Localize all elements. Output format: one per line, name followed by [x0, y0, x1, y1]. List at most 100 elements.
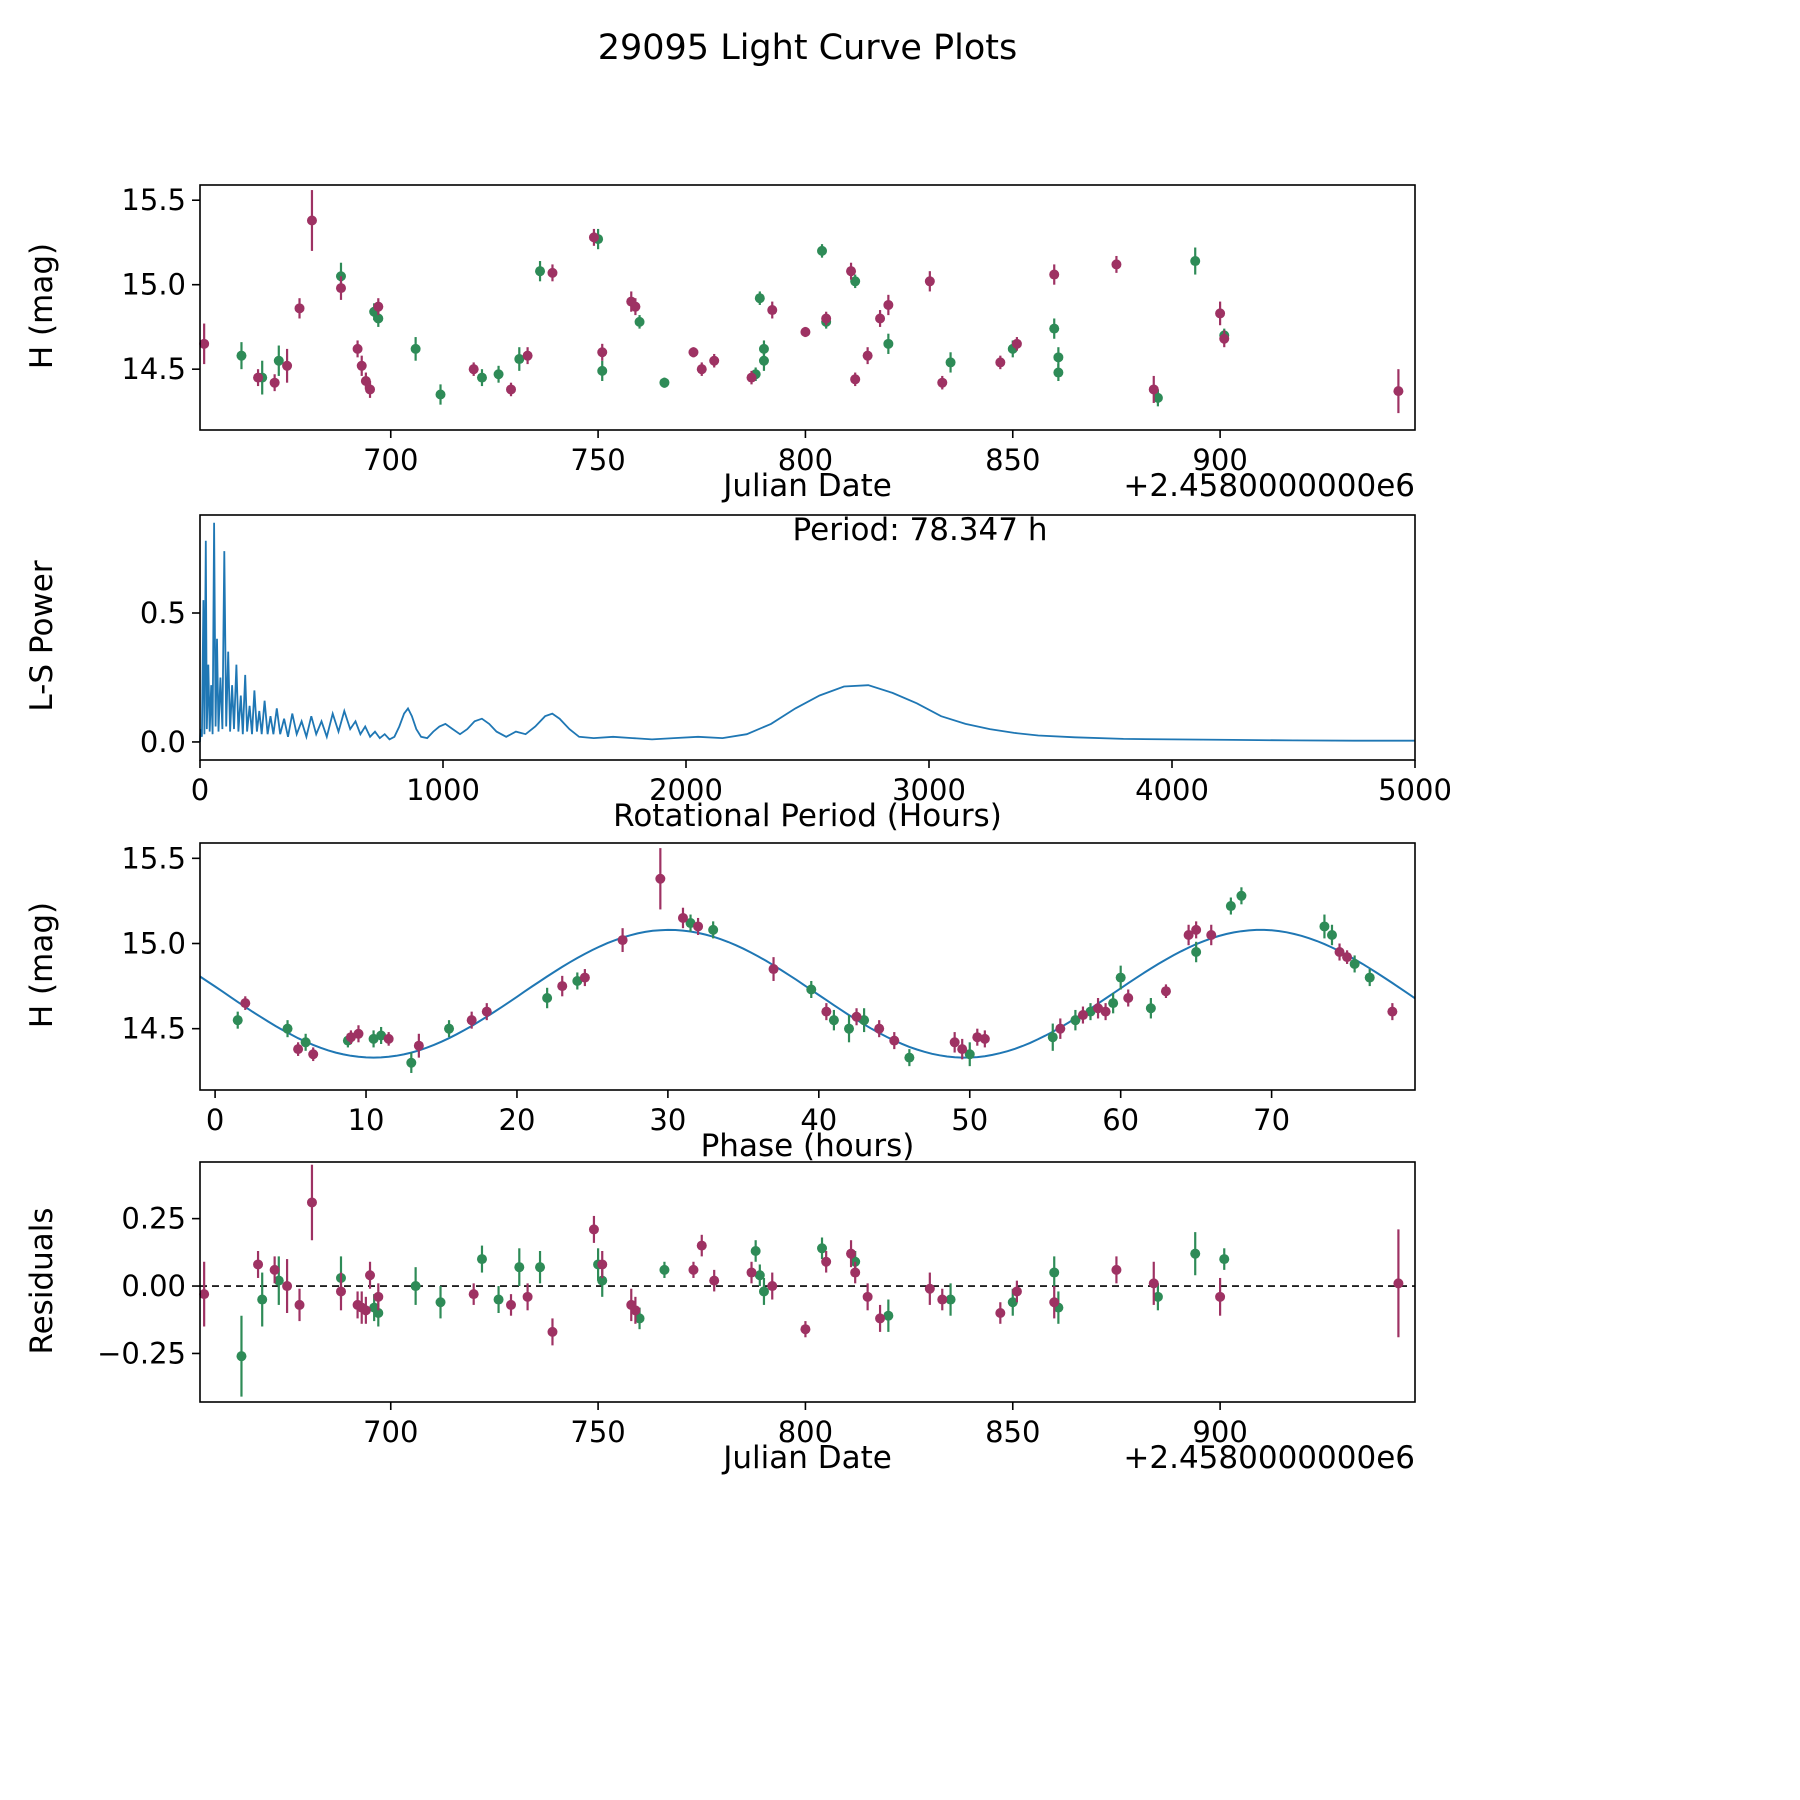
data-point	[282, 1281, 293, 1292]
periodogram-y-axis-label: L-S Power	[24, 560, 60, 712]
data-point	[883, 299, 894, 310]
data-point	[1183, 929, 1194, 940]
data-point	[353, 1028, 364, 1039]
data-point	[557, 981, 568, 992]
data-point	[468, 1289, 479, 1300]
x-tick-label: 900	[1192, 443, 1247, 477]
x-tick-label: 4000	[1135, 773, 1209, 807]
data-point	[754, 1270, 765, 1281]
data-point	[269, 377, 280, 388]
data-point	[634, 316, 645, 327]
data-point	[373, 1291, 384, 1302]
data-point	[273, 355, 284, 366]
x-tick-label: 20	[499, 1103, 536, 1137]
data-point	[1049, 1267, 1060, 1278]
data-point	[199, 338, 210, 349]
data-point	[1123, 993, 1134, 1004]
y-tick-label: 15.0	[121, 268, 186, 302]
residuals-green-series	[236, 1232, 1230, 1397]
data-point	[1148, 384, 1159, 395]
data-point	[1100, 1006, 1111, 1017]
data-point	[547, 1326, 558, 1337]
data-point	[444, 1023, 455, 1034]
data-point	[1070, 1015, 1081, 1026]
data-point	[846, 1248, 857, 1259]
data-point	[368, 1033, 379, 1044]
data-point	[1191, 947, 1202, 958]
x-tick-label: 1000	[406, 773, 480, 807]
data-point	[677, 912, 688, 923]
y-tick-label: 15.5	[121, 183, 186, 217]
data-point	[199, 1289, 210, 1300]
data-point	[767, 305, 778, 316]
x-tick-label: 50	[951, 1103, 988, 1137]
data-point	[1160, 986, 1171, 997]
data-point	[617, 935, 628, 946]
data-point	[306, 1197, 317, 1208]
y-tick-label: 0.5	[140, 596, 186, 630]
data-point	[352, 343, 363, 354]
data-point	[240, 998, 251, 1009]
data-point	[493, 369, 504, 380]
data-point	[406, 1057, 417, 1068]
data-point	[630, 301, 641, 312]
figure-title: 29095 Light Curve Plots	[597, 28, 1018, 68]
data-point	[850, 1267, 861, 1278]
data-point	[630, 1305, 641, 1316]
observations-purple-series	[199, 190, 1404, 414]
data-point	[1007, 1297, 1018, 1308]
data-point	[945, 1294, 956, 1305]
x-tick-label: 70	[1253, 1103, 1290, 1137]
data-point	[373, 1308, 384, 1319]
data-point	[373, 301, 384, 312]
y-tick-label: 14.5	[121, 352, 186, 386]
data-point	[1225, 901, 1236, 912]
data-point	[806, 984, 817, 995]
phase-x-axis-label: Phase (hours)	[700, 1128, 915, 1164]
data-point	[817, 245, 828, 256]
x-tick-label: 700	[363, 1415, 418, 1449]
residuals-plot: 700 750 800 850 900 −0.25 0.00 0.25	[97, 1161, 1416, 1449]
data-point	[746, 1267, 757, 1278]
data-point	[821, 1256, 832, 1267]
data-point	[435, 1297, 446, 1308]
data-point	[1145, 1003, 1156, 1014]
residuals-y-axis-label: Residuals	[24, 1207, 60, 1355]
data-point	[889, 1035, 900, 1046]
residuals-purple-series	[199, 1164, 1404, 1346]
data-point	[383, 1033, 394, 1044]
x-tick-label: 60	[1102, 1103, 1139, 1137]
data-point	[535, 1262, 546, 1273]
data-point	[767, 1281, 778, 1292]
data-point	[995, 1308, 1006, 1319]
y-tick-label: 15.5	[121, 841, 186, 875]
data-point	[376, 1030, 387, 1041]
data-point	[850, 374, 861, 385]
data-point	[1055, 1023, 1066, 1034]
data-point	[964, 1049, 975, 1060]
data-point	[1393, 1278, 1404, 1289]
data-point	[1236, 890, 1247, 901]
data-point	[1206, 929, 1217, 940]
data-point	[875, 313, 886, 324]
x-tick-label: 750	[570, 1415, 625, 1449]
phased-green-series	[232, 887, 1375, 1073]
data-point	[1326, 929, 1337, 940]
data-point	[957, 1044, 968, 1055]
data-point	[1047, 1032, 1058, 1043]
x-tick-label: 3000	[892, 773, 966, 807]
data-point	[360, 1305, 371, 1316]
y-tick-label: 0.00	[121, 1269, 186, 1303]
data-point	[588, 1224, 599, 1235]
data-point	[768, 964, 779, 975]
period-annotation: Period: 78.347 h	[792, 512, 1048, 548]
data-point	[257, 1294, 268, 1305]
data-point	[937, 1294, 948, 1305]
x-tick-label: 40	[800, 1103, 837, 1137]
data-point	[693, 921, 704, 932]
data-point	[758, 1286, 769, 1297]
data-point	[1011, 1286, 1022, 1297]
data-point	[1152, 1291, 1163, 1302]
data-point	[883, 1310, 894, 1321]
